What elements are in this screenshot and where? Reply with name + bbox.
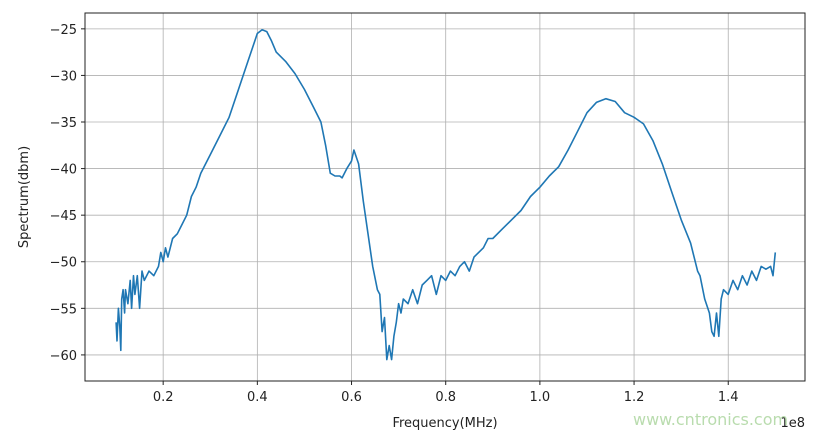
x-axis-label: Frequency(MHz) [392, 416, 497, 431]
x-tick-label: 1.0 [530, 390, 551, 405]
y-tick-label: −50 [50, 256, 77, 271]
ticks: 0.2 0.4 0.6 0.8 1.0 1.2 1.4 −25 −30 −35 −40 −45 −50 −… [50, 23, 739, 405]
series-line [115, 29, 777, 361]
x-tick-label: 0.4 [247, 390, 268, 405]
x-tick-label: 0.8 [435, 390, 456, 405]
y-tick-label: −60 [50, 349, 77, 364]
grid [85, 13, 805, 381]
y-tick-label: −45 [50, 209, 77, 224]
x-tick-label: 1.2 [624, 390, 645, 405]
watermark: www.cntronics.com [633, 410, 789, 429]
y-axis-label: Spectrum(dbm) [17, 146, 32, 248]
y-tick-label: −25 [50, 23, 77, 38]
y-tick-label: −40 [50, 163, 77, 178]
x-offset-text: 1e8 [780, 416, 805, 431]
x-tick-label: 0.6 [341, 390, 362, 405]
x-tick-label: 0.2 [153, 390, 174, 405]
x-tick-label: 1.4 [718, 390, 739, 405]
y-tick-label: −35 [50, 116, 77, 131]
y-tick-label: −55 [50, 302, 77, 317]
y-tick-label: −30 [50, 69, 77, 84]
plot-frame [84, 12, 806, 382]
